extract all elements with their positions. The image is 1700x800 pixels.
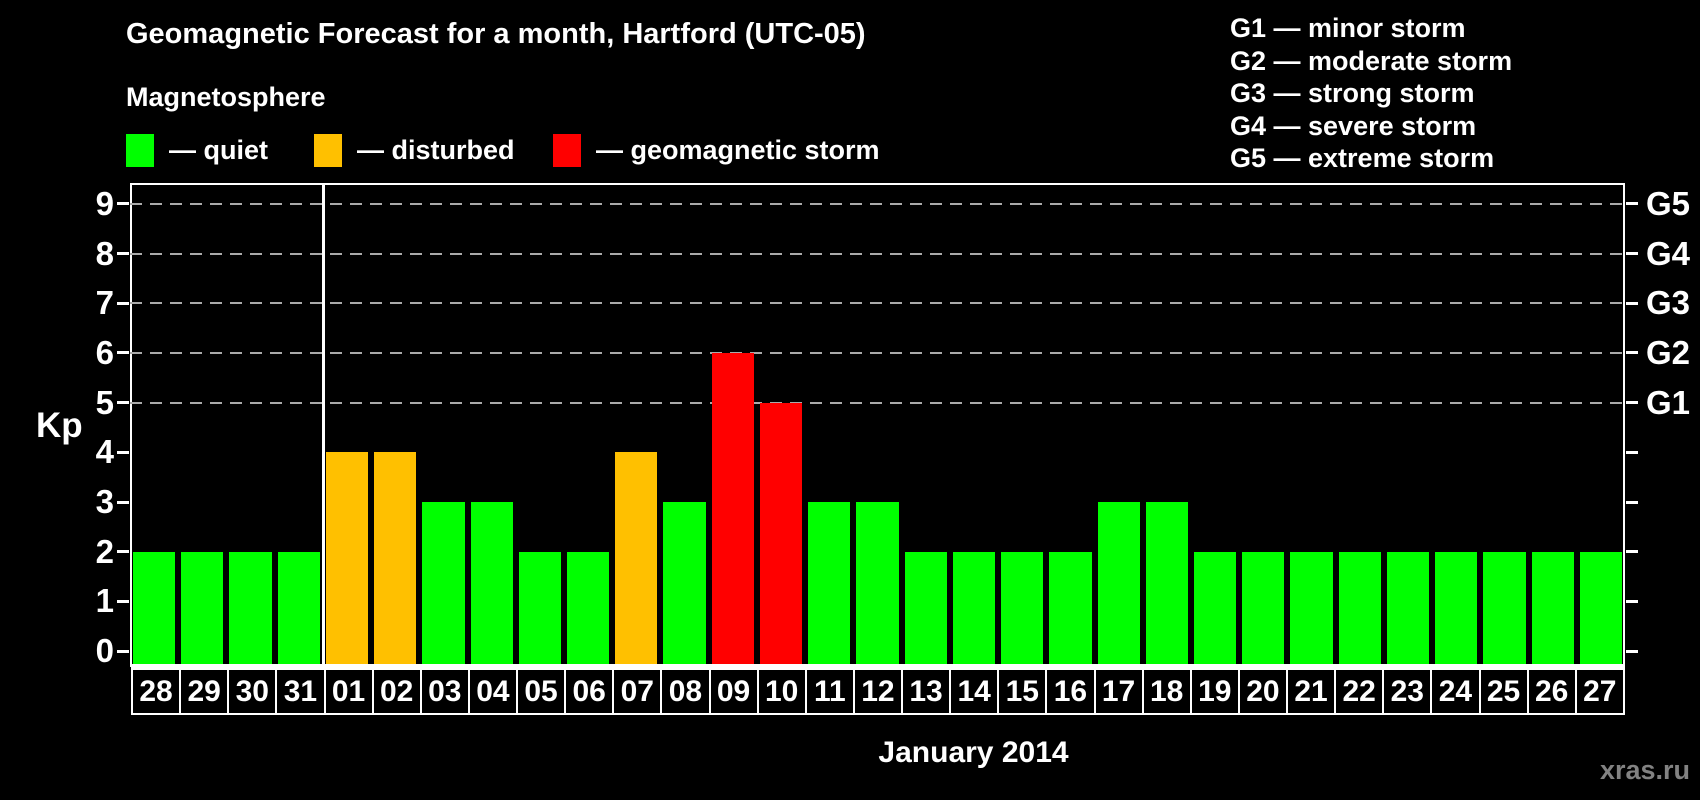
right-axis-label-g2: G2 [1646, 333, 1691, 371]
right-axis-label-g3: G3 [1646, 284, 1691, 322]
day-label-01: 01 [325, 670, 374, 713]
day-label-19: 19 [1191, 670, 1240, 713]
kp-tick-left-1 [117, 599, 129, 603]
kp-tick-left-3 [117, 500, 129, 504]
day-label-02: 02 [373, 670, 422, 713]
kp-tick-right-3 [1626, 500, 1638, 504]
plot-area [130, 183, 1625, 667]
day-label-20: 20 [1239, 670, 1288, 713]
kp-tick-right-1 [1626, 599, 1638, 603]
kp-tick-right-7 [1626, 301, 1638, 305]
g-scale-line-2: G2 — moderate storm [1230, 45, 1513, 76]
left-tick-label-3: 3 [95, 483, 114, 521]
day-label-08: 08 [662, 670, 711, 713]
right-axis-label-g5: G5 [1646, 184, 1691, 222]
kp-tick-left-5 [117, 401, 129, 405]
day-label-07: 07 [614, 670, 663, 713]
kp-tick-left-9 [117, 202, 129, 206]
month-label: January 2014 [878, 736, 1069, 769]
day-label-30: 30 [229, 670, 278, 713]
kp-tick-left-7 [117, 301, 129, 305]
left-tick-label-6: 6 [95, 333, 114, 371]
kp-tick-left-8 [117, 252, 129, 256]
day-label-29: 29 [181, 670, 230, 713]
kp-tick-left-2 [117, 550, 129, 554]
day-label-05: 05 [518, 670, 567, 713]
day-label-09: 09 [710, 670, 759, 713]
day-label-22: 22 [1336, 670, 1385, 713]
legend-item-storm: — geomagnetic storm [553, 134, 880, 167]
day-label-10: 10 [758, 670, 807, 713]
legend-label-storm: — geomagnetic storm [596, 135, 880, 165]
legend-label-disturbed: — disturbed [357, 135, 515, 165]
day-label-17: 17 [1095, 670, 1144, 713]
storm-color-swatch [553, 134, 581, 167]
g-scale-line-1: G1 — minor storm [1230, 13, 1466, 43]
kp-tick-left-0 [117, 649, 129, 653]
left-tick-label-1: 1 [95, 582, 114, 620]
kp-tick-left-6 [117, 351, 129, 355]
kp-tick-right-6 [1626, 351, 1638, 355]
g-scale-line-4: G4 — severe storm [1230, 110, 1477, 141]
left-tick-label-0: 0 [95, 632, 114, 670]
day-label-row: 28 29 30 31 01 02 03 04 05 06 07 08 09 10 11 12 13 14 15 16… [131, 667, 1625, 715]
day-label-24: 24 [1432, 670, 1481, 713]
day-label-23: 23 [1384, 670, 1433, 713]
kp-tick-right-4 [1626, 450, 1638, 454]
legend-label-quiet: — quiet [169, 135, 268, 165]
legend-item-quiet: — quiet [126, 134, 268, 167]
day-label-06: 06 [566, 670, 615, 713]
kp-tick-right-5 [1626, 401, 1638, 405]
day-label-25: 25 [1480, 670, 1529, 713]
disturbed-color-swatch [314, 134, 342, 167]
left-tick-label-8: 8 [95, 234, 114, 272]
day-label-21: 21 [1288, 670, 1337, 713]
legend-item-disturbed: — disturbed [314, 134, 515, 167]
left-tick-label-7: 7 [95, 284, 114, 322]
watermark: xras.ru [1599, 755, 1690, 785]
day-label-15: 15 [999, 670, 1048, 713]
kp-tick-right-9 [1626, 202, 1638, 206]
day-label-13: 13 [903, 670, 952, 713]
day-label-04: 04 [469, 670, 518, 713]
day-label-03: 03 [421, 670, 470, 713]
kp-tick-right-0 [1626, 649, 1638, 653]
day-label-14: 14 [951, 670, 1000, 713]
quiet-color-swatch [126, 134, 154, 167]
kp-tick-right-8 [1626, 252, 1638, 256]
day-label-11: 11 [806, 670, 855, 713]
day-label-12: 12 [854, 670, 903, 713]
day-label-26: 26 [1528, 670, 1577, 713]
kp-tick-left-4 [117, 450, 129, 454]
magnetosphere-label: Magnetosphere [126, 82, 326, 112]
g-scale-legend: G1 — minor storm G2 — moderate storm G3 — … [1230, 12, 1512, 175]
day-label-16: 16 [1047, 670, 1096, 713]
g-scale-line-3: G3 — strong storm [1230, 78, 1475, 108]
kp-tick-right-2 [1626, 550, 1638, 554]
kp-axis-label: Kp [36, 406, 83, 445]
day-label-27: 27 [1576, 670, 1623, 713]
left-tick-label-2: 2 [95, 532, 114, 570]
day-label-18: 18 [1143, 670, 1192, 713]
day-label-31: 31 [277, 670, 326, 713]
right-axis-label-g4: G4 [1646, 234, 1691, 272]
g-scale-line-5: G5 — extreme storm [1230, 143, 1495, 173]
day-label-28: 28 [133, 670, 182, 713]
right-axis-label-g1: G1 [1646, 383, 1691, 421]
left-tick-label-9: 9 [95, 184, 114, 222]
chart-title: Geomagnetic Forecast for a month, Hartfo… [126, 18, 866, 50]
